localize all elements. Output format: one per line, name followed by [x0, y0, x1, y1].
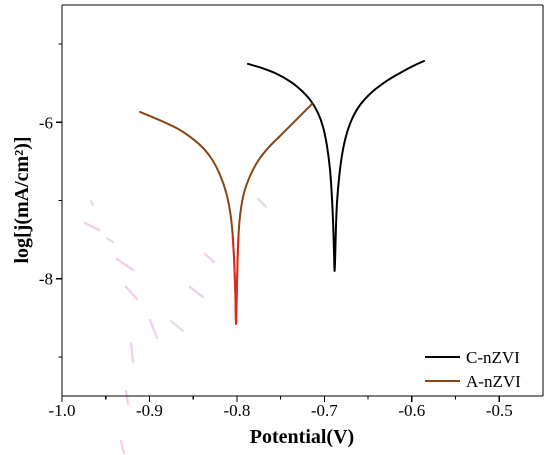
x-axis-ticks: -1.0 -0.9 -0.8 -0.7 -0.6 -0.5: [49, 396, 513, 420]
legend-label: C-nZVI: [466, 348, 520, 367]
faint-artifact-stroke: [124, 389, 130, 406]
series-line-a-nzvi: [139, 103, 314, 325]
faint-artifact-stroke: [256, 197, 268, 209]
faint-artifact-stroke: [188, 285, 205, 299]
plot-frame: [61, 4, 544, 397]
faint-artifact-stroke: [169, 319, 185, 333]
faint-artifact-marks: [83, 197, 268, 455]
y-tick-label: -6: [39, 113, 53, 132]
faint-artifact-stroke: [105, 236, 115, 244]
faint-artifact-stroke: [89, 199, 95, 207]
x-tick-label: -0.9: [136, 401, 163, 420]
x-tick-label: -1.0: [49, 401, 76, 420]
faint-artifact-stroke: [119, 439, 126, 455]
series-line-dip-overlay: [231, 235, 240, 325]
legend-label: A-nZVI: [466, 372, 521, 391]
faint-artifact-stroke: [148, 318, 159, 340]
series-line-c-nzvi: [247, 59, 426, 273]
y-axis-title: log[j(mA/cm²)]: [11, 136, 33, 263]
x-tick-label: -0.7: [311, 401, 338, 420]
faint-artifact-stroke: [129, 341, 135, 364]
faint-artifact-stroke: [203, 252, 216, 264]
legend: C-nZVI A-nZVI: [425, 348, 521, 391]
legend-item: A-nZVI: [425, 372, 521, 391]
legend-item: C-nZVI: [425, 348, 520, 367]
y-axis-ticks: -8 -6: [39, 43, 62, 358]
faint-artifact-stroke: [115, 257, 135, 272]
x-tick-label: -0.6: [398, 401, 425, 420]
faint-artifact-stroke: [124, 285, 139, 301]
y-tick-label: -8: [39, 270, 53, 289]
faint-artifact-stroke: [83, 221, 101, 232]
x-tick-label: -0.5: [486, 401, 513, 420]
series-layer: [139, 59, 426, 325]
x-axis-title: Potential(V): [250, 426, 354, 448]
x-tick-label: -0.8: [223, 401, 250, 420]
